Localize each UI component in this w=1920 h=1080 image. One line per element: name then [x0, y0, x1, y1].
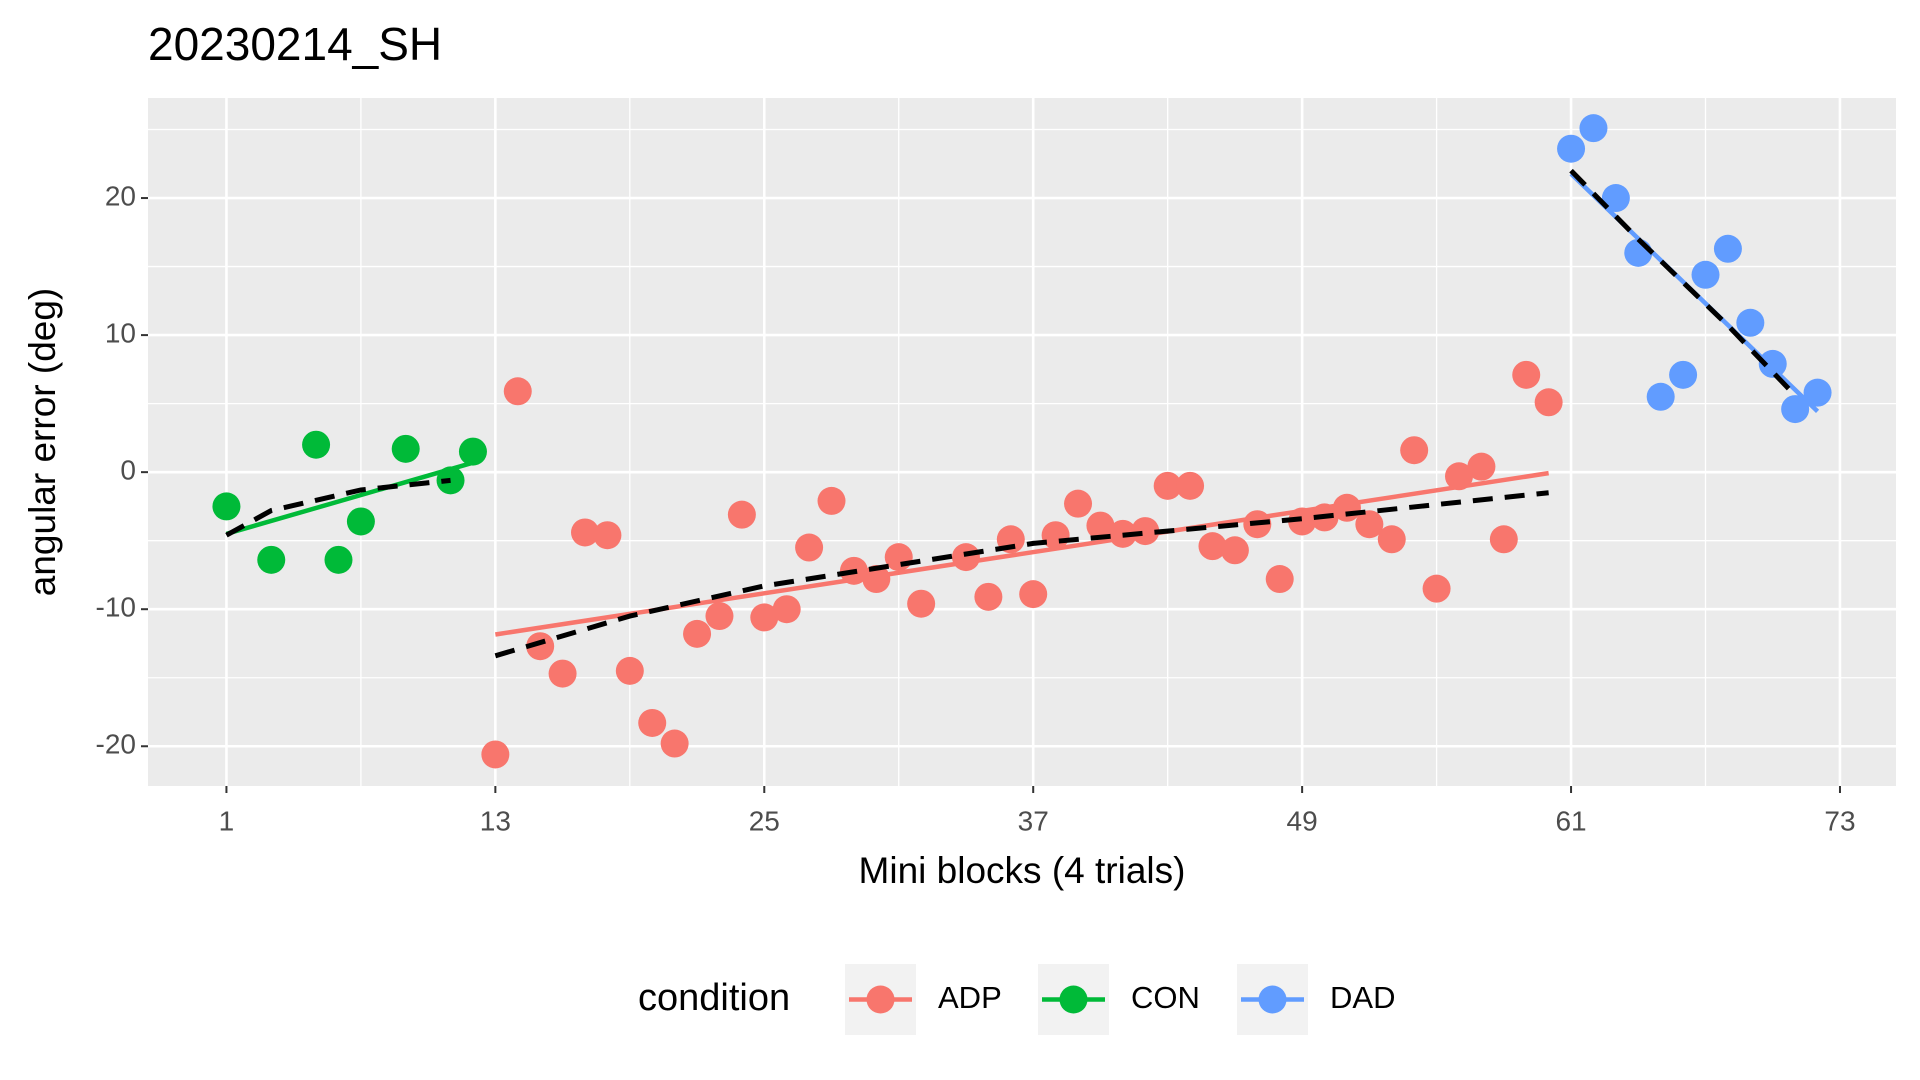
point	[1736, 308, 1765, 337]
legend-point	[1059, 985, 1088, 1014]
point	[1422, 574, 1451, 603]
point	[1355, 510, 1384, 539]
point	[683, 619, 712, 648]
point	[817, 486, 846, 515]
legend-label: DAD	[1330, 980, 1395, 1015]
point	[571, 518, 599, 547]
x-tick-label: 25	[749, 805, 780, 836]
point	[750, 603, 779, 632]
point	[1445, 462, 1473, 491]
point	[212, 492, 241, 521]
plot-panel	[148, 98, 1896, 786]
y-tick-label: -10	[96, 592, 136, 623]
point	[974, 582, 1003, 611]
point	[1489, 525, 1518, 554]
point	[346, 507, 375, 536]
point	[772, 595, 801, 624]
x-axis-title: Mini blocks (4 trials)	[859, 850, 1186, 891]
point	[1579, 114, 1608, 143]
point	[1601, 184, 1630, 213]
point	[1512, 360, 1541, 389]
point	[705, 602, 734, 631]
x-tick-label: 13	[480, 805, 511, 836]
x-tick-label: 49	[1287, 805, 1318, 836]
x-tick-label: 37	[1018, 805, 1049, 836]
point	[302, 430, 331, 459]
point	[638, 708, 667, 737]
legend-title: condition	[638, 977, 790, 1019]
point	[1377, 525, 1406, 554]
point	[1758, 349, 1787, 378]
point	[1781, 395, 1810, 424]
legend-label: CON	[1131, 980, 1200, 1015]
trend-line	[225, 477, 451, 538]
point	[1131, 517, 1160, 546]
point	[481, 740, 510, 769]
y-tick-label: 20	[105, 180, 136, 211]
point	[1019, 580, 1048, 609]
point	[660, 729, 689, 758]
point	[615, 656, 644, 685]
point	[1288, 507, 1317, 536]
point	[1064, 489, 1093, 518]
legend-point	[866, 985, 895, 1014]
point	[1646, 382, 1675, 411]
point	[1691, 260, 1720, 289]
y-tick-label: 0	[120, 455, 136, 486]
x-tick-label: 1	[219, 805, 235, 836]
point	[548, 659, 577, 688]
point	[1220, 536, 1249, 565]
point	[1086, 511, 1115, 540]
point	[1198, 532, 1227, 561]
point	[1557, 134, 1586, 163]
x-tick-label: 61	[1555, 805, 1586, 836]
point	[593, 521, 622, 550]
point	[1332, 493, 1361, 522]
trend-line	[1569, 168, 1797, 398]
point	[951, 543, 980, 572]
point	[1467, 452, 1496, 481]
point	[526, 632, 555, 661]
point	[1803, 378, 1832, 407]
point	[1265, 565, 1294, 594]
point	[727, 500, 756, 529]
point	[257, 545, 286, 574]
point	[1176, 471, 1205, 500]
x-tick-label: 73	[1824, 805, 1855, 836]
point	[1534, 388, 1563, 417]
y-tick-label: -20	[96, 729, 136, 760]
point	[907, 589, 936, 618]
point	[391, 434, 420, 463]
point	[1041, 521, 1070, 550]
point	[884, 543, 913, 572]
y-axis-title: angular error (deg)	[22, 288, 63, 596]
point	[862, 565, 891, 594]
point	[1669, 360, 1698, 389]
fit-line	[495, 470, 1549, 637]
y-tick-label: 10	[105, 317, 136, 348]
fit-line	[225, 460, 474, 537]
point	[324, 545, 353, 574]
point	[503, 377, 532, 406]
point	[458, 437, 487, 466]
legend-label: ADP	[938, 980, 1002, 1015]
point	[1400, 436, 1429, 465]
point	[795, 533, 824, 562]
point	[1713, 234, 1742, 263]
point	[1153, 471, 1182, 500]
legend-point	[1258, 985, 1287, 1014]
point	[1624, 238, 1653, 267]
chart-title: 20230214_SH	[148, 18, 442, 70]
